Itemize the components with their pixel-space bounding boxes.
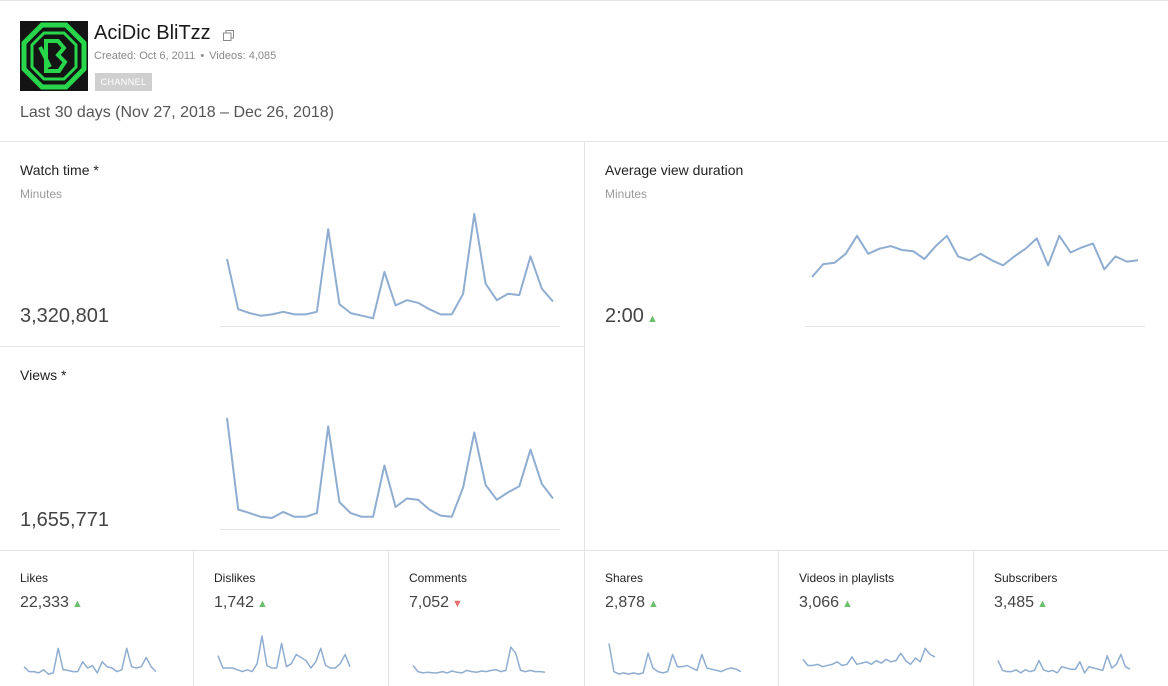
shares-number: 2,878 <box>605 594 646 611</box>
dislikes-card[interactable]: Dislikes 1,742 ▲ <box>194 551 389 686</box>
avg-view-duration-title: Average view duration <box>605 162 744 178</box>
trend-up-icon: ▲ <box>1037 598 1048 610</box>
trend-line <box>226 212 554 320</box>
watch-time-unit: Minutes <box>20 187 63 201</box>
watch-time-value: 3,320,801 <box>20 305 109 327</box>
dislikes-number: 1,742 <box>214 594 255 611</box>
sparkline-trend <box>23 647 157 675</box>
likes-card[interactable]: Likes 22,333 ▲ <box>0 551 194 686</box>
channel-header: AciDic BliTzz Created: Oct 6, 2011 • Video… <box>0 0 1168 142</box>
channel-name[interactable]: AciDic BliTzz <box>94 22 211 44</box>
shares-card[interactable]: Shares 2,878 ▲ <box>585 551 779 686</box>
likes-title: Likes <box>20 571 49 585</box>
likes-number: 22,333 <box>20 594 69 611</box>
videos_in_playlists-title: Videos in playlists <box>799 571 895 585</box>
trend-up-icon: ▲ <box>648 598 659 610</box>
dislikes-sparkline <box>217 635 351 673</box>
comments-sparkline <box>412 646 546 674</box>
video-count: Videos: 4,085 <box>209 50 277 62</box>
videos_in_playlists-card[interactable]: Videos in playlists 3,066 ▲ <box>779 551 974 686</box>
videos_in_playlists-sparkline <box>802 647 936 668</box>
trend-up-icon: ▲ <box>842 598 853 610</box>
watch-time-card[interactable]: Watch time * Minutes 3,320,801 <box>0 142 585 347</box>
comments-title: Comments <box>409 571 468 585</box>
subscribers-card[interactable]: Subscribers 3,485 ▲ <box>974 551 1168 686</box>
comments-value: 7,052 ▼ <box>409 594 463 612</box>
avg-view-duration-unit: Minutes <box>605 187 648 201</box>
trend-up-icon: ▲ <box>646 313 658 325</box>
comments-card[interactable]: Comments 7,052 ▼ <box>389 551 585 686</box>
meta-separator: • <box>200 50 205 62</box>
external-link-icon[interactable] <box>223 28 234 46</box>
trend-line <box>811 234 1139 278</box>
created-date: Created: Oct 6, 2011 <box>94 50 196 62</box>
watch-time-title: Watch time * <box>20 162 99 178</box>
subscribers-number: 3,485 <box>994 594 1035 611</box>
dislikes-title: Dislikes <box>214 571 256 585</box>
sparkline-trend <box>802 647 936 668</box>
trend-down-icon: ▼ <box>452 598 463 610</box>
views-title: Views * <box>20 367 67 383</box>
likes-value: 22,333 ▲ <box>20 594 83 612</box>
avg-view-duration-value: 2:00 ▲ <box>605 305 658 328</box>
sparkline-trend <box>608 643 742 675</box>
shares-title: Shares <box>605 571 644 585</box>
sparkline-trend <box>412 646 546 674</box>
channel-meta: Created: Oct 6, 2011 • Videos: 4,085 <box>94 50 276 62</box>
avg-view-duration-card[interactable]: Average view duration Minutes 2:00 ▲ <box>585 142 1168 551</box>
watch-time-chart <box>220 212 560 327</box>
videos_in_playlists-value: 3,066 ▲ <box>799 594 853 612</box>
likes-sparkline <box>23 647 157 675</box>
comments-number: 7,052 <box>409 594 450 611</box>
avg-view-duration-chart <box>805 234 1145 327</box>
avg-view-duration-number: 2:00 <box>605 305 644 327</box>
trend-up-icon: ▲ <box>71 598 83 610</box>
views-chart <box>220 417 560 530</box>
dislikes-value: 1,742 ▲ <box>214 594 268 612</box>
channel-badge: CHANNEL <box>95 73 152 91</box>
views-value: 1,655,771 <box>20 509 109 531</box>
sparkline-trend <box>217 635 351 673</box>
trend-line <box>226 417 554 519</box>
channel-logo-icon <box>21 22 87 90</box>
channel-avatar[interactable] <box>20 21 88 91</box>
shares-value: 2,878 ▲ <box>605 594 659 612</box>
trend-up-icon: ▲ <box>257 598 268 610</box>
shares-sparkline <box>608 643 742 675</box>
views-card[interactable]: Views * 1,655,771 <box>0 347 585 551</box>
sparkline-trend <box>997 653 1131 674</box>
subscribers-sparkline <box>997 653 1131 674</box>
videos_in_playlists-number: 3,066 <box>799 594 840 611</box>
subscribers-value: 3,485 ▲ <box>994 594 1048 612</box>
date-range: Last 30 days (Nov 27, 2018 – Dec 26, 201… <box>20 104 334 121</box>
subscribers-title: Subscribers <box>994 571 1058 585</box>
